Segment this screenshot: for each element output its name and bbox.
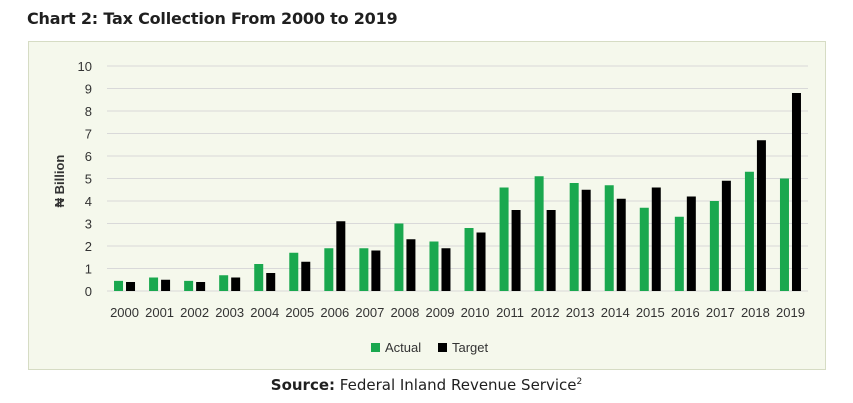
bar-target-2003 [231,277,241,291]
y-tick-label: 2 [85,239,92,254]
y-tick-label: 7 [85,127,92,142]
x-tick-label: 2001 [145,305,174,320]
bar-target-2002 [196,282,206,291]
x-tick-label: 2012 [531,305,560,320]
y-tick-label: 10 [78,59,92,74]
bar-actual-2011 [499,187,509,291]
x-tick-label: 2015 [636,305,665,320]
x-tick-label: 2002 [180,305,209,320]
legend: Actual Target [371,340,489,355]
x-tick-label: 2009 [426,305,455,320]
bar-target-2007 [371,250,381,291]
bar-target-2012 [546,210,556,291]
bar-target-2004 [266,273,276,291]
x-tick-label: 2007 [355,305,384,320]
legend-swatch-actual [371,343,380,352]
bar-actual-2017 [709,201,719,291]
bar-actual-2002 [184,280,194,291]
x-tick-label: 2018 [741,305,770,320]
bar-target-2001 [161,279,171,291]
bar-actual-2010 [464,228,474,291]
legend-label-actual: Actual [385,340,421,355]
bar-actual-2001 [149,277,159,291]
y-tick-label: 6 [85,149,92,164]
bar-target-2000 [126,282,136,291]
bar-target-2008 [406,239,416,291]
bar-actual-2018 [744,171,754,291]
x-tick-label: 2006 [320,305,349,320]
bar-actual-2006 [324,248,334,291]
bar-actual-2013 [569,183,579,291]
bar-actual-2004 [254,264,264,291]
x-tick-label: 2014 [601,305,630,320]
bar-actual-2012 [534,176,544,291]
bars [114,93,801,291]
y-tick-label: 8 [85,104,92,119]
source-line: Source: Federal Inland Revenue Service2 [0,376,853,394]
bar-target-2017 [721,180,731,291]
source-label: Source: [270,376,336,394]
bar-target-2013 [581,189,591,291]
bar-actual-2016 [674,216,684,291]
bar-actual-2019 [779,178,789,291]
bar-target-2014 [616,198,626,291]
x-tick-label: 2000 [110,305,139,320]
bar-actual-2000 [114,280,124,291]
y-tick-label: 0 [85,284,92,299]
bar-target-2018 [756,140,766,291]
y-tick-label: 9 [85,82,92,97]
bar-target-2015 [651,187,661,291]
x-tick-label: 2011 [496,305,524,320]
bar-target-2009 [441,248,451,291]
bar-target-2019 [791,93,801,291]
x-tick-label: 2010 [461,305,490,320]
x-tick-label: 2004 [250,305,279,320]
bar-target-2006 [336,221,346,291]
source-footnote: 2 [576,377,583,387]
x-tick-label: 2005 [285,305,314,320]
bar-actual-2015 [639,207,649,291]
bar-actual-2008 [394,223,404,291]
source-text: Federal Inland Revenue Service [339,376,577,394]
bar-target-2010 [476,232,486,291]
x-tick-label: 2017 [706,305,735,320]
bar-actual-2009 [429,241,439,291]
legend-swatch-target [438,343,447,352]
x-tick-label: 2013 [566,305,595,320]
legend-label-target: Target [452,340,489,355]
bar-target-2016 [686,196,696,291]
y-tick-label: 3 [85,217,92,232]
gridlines [107,65,808,292]
y-axis-label: ₦ Billion [52,155,67,208]
x-tick-label: 2016 [671,305,700,320]
y-axis-ticks: 0 1 2 3 4 5 6 7 8 9 10 [78,59,92,299]
x-tick-label: 2019 [776,305,805,320]
x-tick-label: 2008 [390,305,419,320]
y-tick-label: 5 [85,172,92,187]
bar-actual-2007 [359,248,369,291]
y-tick-label: 4 [85,194,92,209]
chart-title: Chart 2: Tax Collection From 2000 to 201… [27,9,398,28]
bar-actual-2014 [604,185,614,291]
bar-target-2011 [511,210,521,291]
x-tick-label: 2003 [215,305,244,320]
x-axis-ticks: 2000 2001 2002 2003 2004 2005 2006 2007 2008 2009… [110,305,805,320]
bar-actual-2003 [219,275,229,291]
bar-actual-2005 [289,252,299,291]
y-tick-label: 1 [85,262,92,277]
bar-target-2005 [301,261,311,291]
